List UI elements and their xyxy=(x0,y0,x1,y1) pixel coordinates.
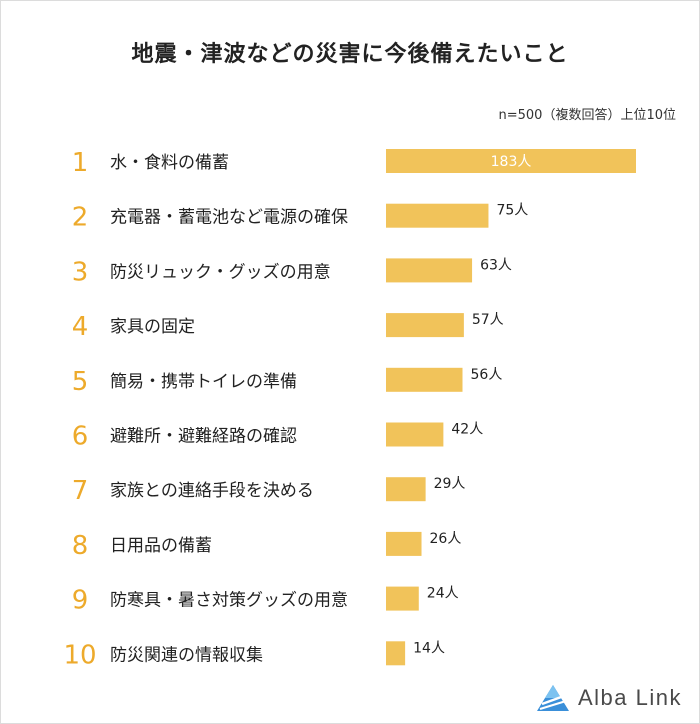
bar xyxy=(386,258,473,283)
category-label: 水・食料の備蓄 xyxy=(110,153,229,173)
category-label: 家族との連絡手段を決める xyxy=(110,481,314,501)
value-label: 29人 xyxy=(434,476,466,492)
category-label: 家具の固定 xyxy=(110,317,195,337)
value-label: 14人 xyxy=(413,640,445,656)
rank-number: 3 xyxy=(72,257,89,287)
chart-title: 地震・津波などの災害に今後備えたいこと xyxy=(131,42,569,67)
category-label: 日用品の備蓄 xyxy=(110,536,212,556)
category-label: 充電器・蓄電池など電源の確保 xyxy=(110,208,348,228)
rank-number: 4 xyxy=(72,312,89,342)
bar xyxy=(386,477,426,502)
value-label: 42人 xyxy=(451,422,483,438)
sample-note: n=500（複数回答）上位10位 xyxy=(498,108,677,123)
bar xyxy=(386,641,406,666)
value-label: 63人 xyxy=(480,257,512,273)
category-label: 簡易・携帯トイレの準備 xyxy=(110,372,297,392)
value-label: 75人 xyxy=(496,203,528,219)
brand-name: Alba Link xyxy=(577,685,682,710)
bar xyxy=(386,531,422,556)
value-label: 57人 xyxy=(472,312,504,328)
bar xyxy=(386,313,464,338)
bar xyxy=(386,367,463,392)
brand-logo: Alba Link xyxy=(536,684,682,712)
rank-number: 2 xyxy=(72,203,89,233)
category-label: 防災関連の情報収集 xyxy=(110,645,263,665)
bar xyxy=(386,203,489,228)
value-label: 183人 xyxy=(491,154,532,170)
bar xyxy=(386,422,444,447)
category-label: 避難所・避難経路の確認 xyxy=(110,427,297,447)
value-label: 26人 xyxy=(430,531,462,547)
category-label: 防寒具・暑さ対策グッズの用意 xyxy=(110,591,348,611)
category-label: 防災リュック・グッズの用意 xyxy=(110,262,331,282)
bar xyxy=(386,586,419,611)
bar xyxy=(386,149,636,173)
value-label: 24人 xyxy=(427,586,459,602)
rank-number: 10 xyxy=(63,640,96,670)
rank-number: 5 xyxy=(72,367,89,397)
rank-number: 7 xyxy=(72,476,89,506)
rank-number: 1 xyxy=(72,148,89,178)
rank-number: 6 xyxy=(72,422,89,452)
alba-link-logo-icon xyxy=(536,685,569,711)
rank-number: 8 xyxy=(72,531,89,561)
value-label: 56人 xyxy=(471,367,503,383)
rank-number: 9 xyxy=(72,586,89,616)
